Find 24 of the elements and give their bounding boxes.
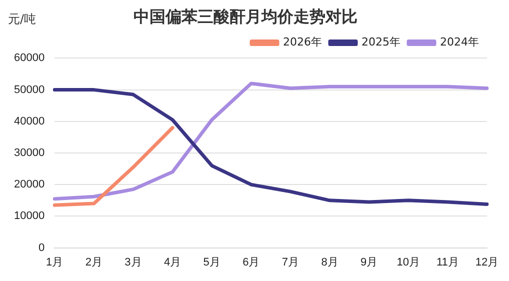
legend-label: 2024年 <box>440 36 480 49</box>
y-tick-label: 0 <box>38 242 45 254</box>
x-tick-label: 4月 <box>164 256 182 268</box>
legend-label: 2025年 <box>362 36 401 49</box>
y-tick-label: 60000 <box>14 52 45 64</box>
y-tick-label: 50000 <box>14 84 45 96</box>
x-tick-label: 5月 <box>203 256 220 268</box>
x-tick-label: 6月 <box>242 256 260 268</box>
x-tick-label: 2月 <box>85 256 102 268</box>
y-tick-label: 20000 <box>14 178 45 191</box>
x-tick-label: 8月 <box>321 256 338 268</box>
y-tick-label: 10000 <box>14 210 45 222</box>
legend-label: 2026年 <box>283 36 322 49</box>
x-tick-label: 10月 <box>396 256 420 268</box>
y-tick-label: 30000 <box>14 147 45 160</box>
x-tick-label: 11月 <box>436 256 459 268</box>
x-tick-label: 9月 <box>360 256 378 268</box>
x-tick-label: 3月 <box>124 256 142 268</box>
chart-title: 中国偏苯三酸酐月均价走势对比 <box>134 6 358 26</box>
x-tick-label: 1月 <box>46 256 64 268</box>
y-axis-title: 元/吨 <box>8 12 36 26</box>
y-tick-label: 40000 <box>14 115 45 128</box>
x-tick-label: 7月 <box>282 256 300 268</box>
x-tick-label: 12月 <box>475 256 499 268</box>
